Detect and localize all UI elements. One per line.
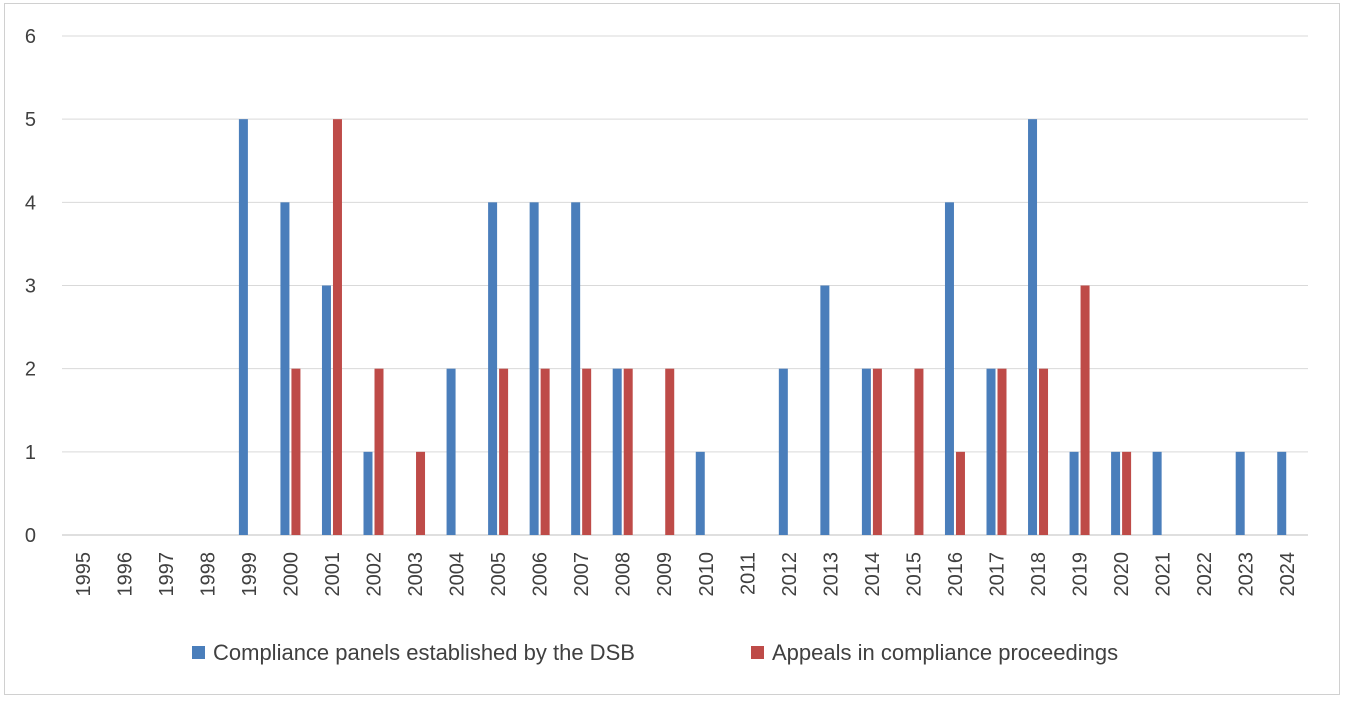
gridlines: [62, 35, 1308, 536]
bar-compliance-panels: [1028, 119, 1038, 536]
bar-compliance-panels: [820, 285, 830, 535]
bar-compliance-panels: [1111, 451, 1121, 535]
x-tick-label: 1997: [156, 552, 178, 597]
x-tick-label: 2004: [447, 552, 469, 597]
x-tick-label: 2020: [1111, 552, 1133, 597]
y-tick-label: 5: [25, 109, 36, 131]
bar-compliance-panels: [986, 368, 996, 535]
x-tick-label: 2002: [364, 552, 386, 597]
x-tick-label: 2017: [987, 552, 1009, 597]
bar-appeals: [623, 368, 633, 535]
bar-appeals: [872, 368, 882, 535]
legend-label: Compliance panels established by the DSB: [213, 640, 635, 665]
bar-appeals: [582, 368, 592, 535]
bar-compliance-panels: [1069, 451, 1079, 535]
bar-compliance-panels: [778, 368, 788, 535]
x-tick-label: 2015: [903, 552, 925, 597]
x-tick-label: 2001: [322, 552, 344, 597]
x-tick-label: 2008: [613, 552, 635, 597]
x-tick-label: 2011: [737, 552, 759, 595]
x-tick-label: 2022: [1194, 552, 1216, 597]
x-tick-label: 1995: [73, 552, 95, 597]
bar-compliance-panels: [488, 202, 498, 536]
x-tick-label: 2006: [530, 552, 552, 597]
bar-appeals: [416, 451, 426, 535]
x-tick-label: 2009: [654, 552, 676, 597]
y-tick-label: 2: [25, 359, 36, 381]
bar-appeals: [1122, 451, 1132, 535]
bar-compliance-panels: [571, 202, 581, 536]
bar-appeals: [499, 368, 509, 535]
bar-compliance-panels: [446, 368, 456, 535]
bar-appeals: [332, 119, 342, 536]
x-tick-label: 2023: [1236, 552, 1258, 597]
y-tick-label: 1: [25, 442, 36, 464]
x-tick-label: 2000: [280, 552, 302, 597]
legend-label: Appeals in compliance proceedings: [772, 640, 1118, 665]
bar-compliance-panels: [944, 202, 954, 536]
x-tick-label: 2024: [1277, 552, 1299, 597]
bar-compliance-panels: [321, 285, 331, 535]
bar-appeals: [914, 368, 924, 535]
x-tick-label: 1998: [197, 552, 219, 597]
x-tick-label: 2007: [571, 552, 593, 597]
x-tick-label: 2013: [820, 552, 842, 597]
x-tick-label: 1999: [239, 552, 261, 597]
bars: [238, 119, 1287, 536]
bar-compliance-panels: [1152, 451, 1162, 535]
bar-compliance-panels: [861, 368, 871, 535]
x-tick-label: 2014: [862, 552, 884, 597]
bar-compliance-panels: [529, 202, 539, 536]
x-axis-ticks: 1995 1996 1997 1998 1999 2000 2001 2002 2003 2004…: [73, 552, 1299, 597]
x-tick-label: 2012: [779, 552, 801, 597]
bar-compliance-panels: [280, 202, 290, 536]
bar-appeals: [540, 368, 550, 535]
y-axis-ticks: 0 1 2 3 4 5 6: [25, 26, 36, 547]
bar-compliance-panels: [1277, 451, 1287, 535]
bar-compliance-panels: [363, 451, 373, 535]
bar-appeals: [374, 368, 384, 535]
legend: Compliance panels established by the DSB…: [192, 640, 1118, 665]
bar-compliance-panels: [1235, 451, 1245, 535]
bar-appeals: [997, 368, 1007, 535]
chart-frame: [4, 3, 1340, 695]
y-tick-label: 4: [25, 192, 36, 214]
bar-appeals: [665, 368, 675, 535]
x-tick-label: 2019: [1070, 552, 1092, 597]
x-tick-label: 2010: [696, 552, 718, 597]
y-tick-label: 3: [25, 276, 36, 298]
x-tick-label: 2018: [1028, 552, 1050, 597]
y-tick-label: 0: [25, 525, 36, 547]
bar-appeals: [955, 451, 965, 535]
x-tick-label: 2021: [1153, 552, 1175, 597]
bar-appeals: [1080, 285, 1090, 535]
legend-swatch: [751, 646, 764, 659]
x-tick-label: 2005: [488, 552, 510, 597]
x-tick-label: 1996: [114, 552, 136, 597]
bar-appeals: [1039, 368, 1049, 535]
x-tick-label: 2003: [405, 552, 427, 597]
legend-swatch: [192, 646, 205, 659]
y-tick-label: 6: [25, 26, 36, 48]
x-tick-label: 2016: [945, 552, 967, 597]
bar-compliance-panels: [238, 119, 248, 536]
bar-compliance-panels: [612, 368, 622, 535]
bar-appeals: [291, 368, 301, 535]
bar-compliance-panels: [695, 451, 705, 535]
